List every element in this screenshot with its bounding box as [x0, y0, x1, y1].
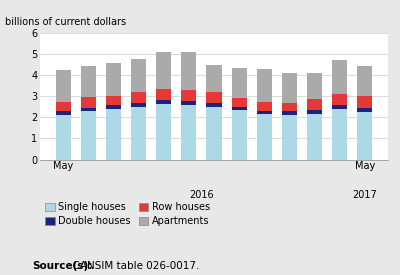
Text: 2016: 2016 — [189, 190, 214, 200]
Bar — [156, 89, 171, 100]
Bar — [131, 59, 146, 92]
Bar — [156, 100, 171, 104]
Bar — [332, 60, 347, 94]
Bar — [81, 108, 96, 111]
Bar — [332, 105, 347, 109]
Bar — [156, 52, 171, 89]
Bar — [232, 68, 247, 98]
Bar — [131, 92, 146, 103]
Legend: Single houses, Double houses, Row houses, Apartments: Single houses, Double houses, Row houses… — [45, 202, 210, 226]
Bar — [357, 66, 372, 96]
Bar — [307, 73, 322, 99]
Bar — [106, 62, 121, 96]
Bar — [181, 101, 196, 105]
Bar — [206, 65, 222, 92]
Bar — [206, 92, 222, 103]
Bar — [56, 70, 71, 102]
Bar — [357, 112, 372, 160]
Bar — [232, 107, 247, 110]
Bar — [282, 111, 297, 115]
Text: 2017: 2017 — [352, 190, 377, 200]
Bar — [206, 107, 222, 160]
Bar — [232, 110, 247, 160]
Bar — [131, 103, 146, 107]
Bar — [307, 114, 322, 160]
Bar — [56, 102, 71, 111]
Bar — [257, 69, 272, 102]
Bar — [206, 103, 222, 107]
Bar — [282, 73, 297, 103]
Bar — [257, 114, 272, 160]
Text: billions of current dollars: billions of current dollars — [5, 17, 126, 27]
Bar — [257, 102, 272, 111]
Bar — [282, 103, 297, 111]
Bar — [181, 105, 196, 160]
Bar — [357, 96, 372, 108]
Bar — [232, 98, 247, 107]
Bar — [332, 94, 347, 105]
Bar — [106, 109, 121, 160]
Bar — [282, 115, 297, 160]
Bar — [81, 66, 96, 97]
Bar — [181, 90, 196, 101]
Bar — [81, 97, 96, 108]
Bar — [81, 111, 96, 160]
Bar — [106, 105, 121, 109]
Bar — [357, 108, 372, 112]
Bar — [307, 99, 322, 110]
Bar — [156, 104, 171, 160]
Bar — [181, 52, 196, 90]
Bar — [56, 111, 71, 115]
Bar — [56, 115, 71, 160]
Bar — [332, 109, 347, 160]
Bar — [106, 96, 121, 105]
Bar — [257, 111, 272, 114]
Text: CANSIM table 026-0017.: CANSIM table 026-0017. — [66, 261, 199, 271]
Text: Source(s):: Source(s): — [32, 261, 92, 271]
Bar — [307, 110, 322, 114]
Bar — [131, 107, 146, 160]
